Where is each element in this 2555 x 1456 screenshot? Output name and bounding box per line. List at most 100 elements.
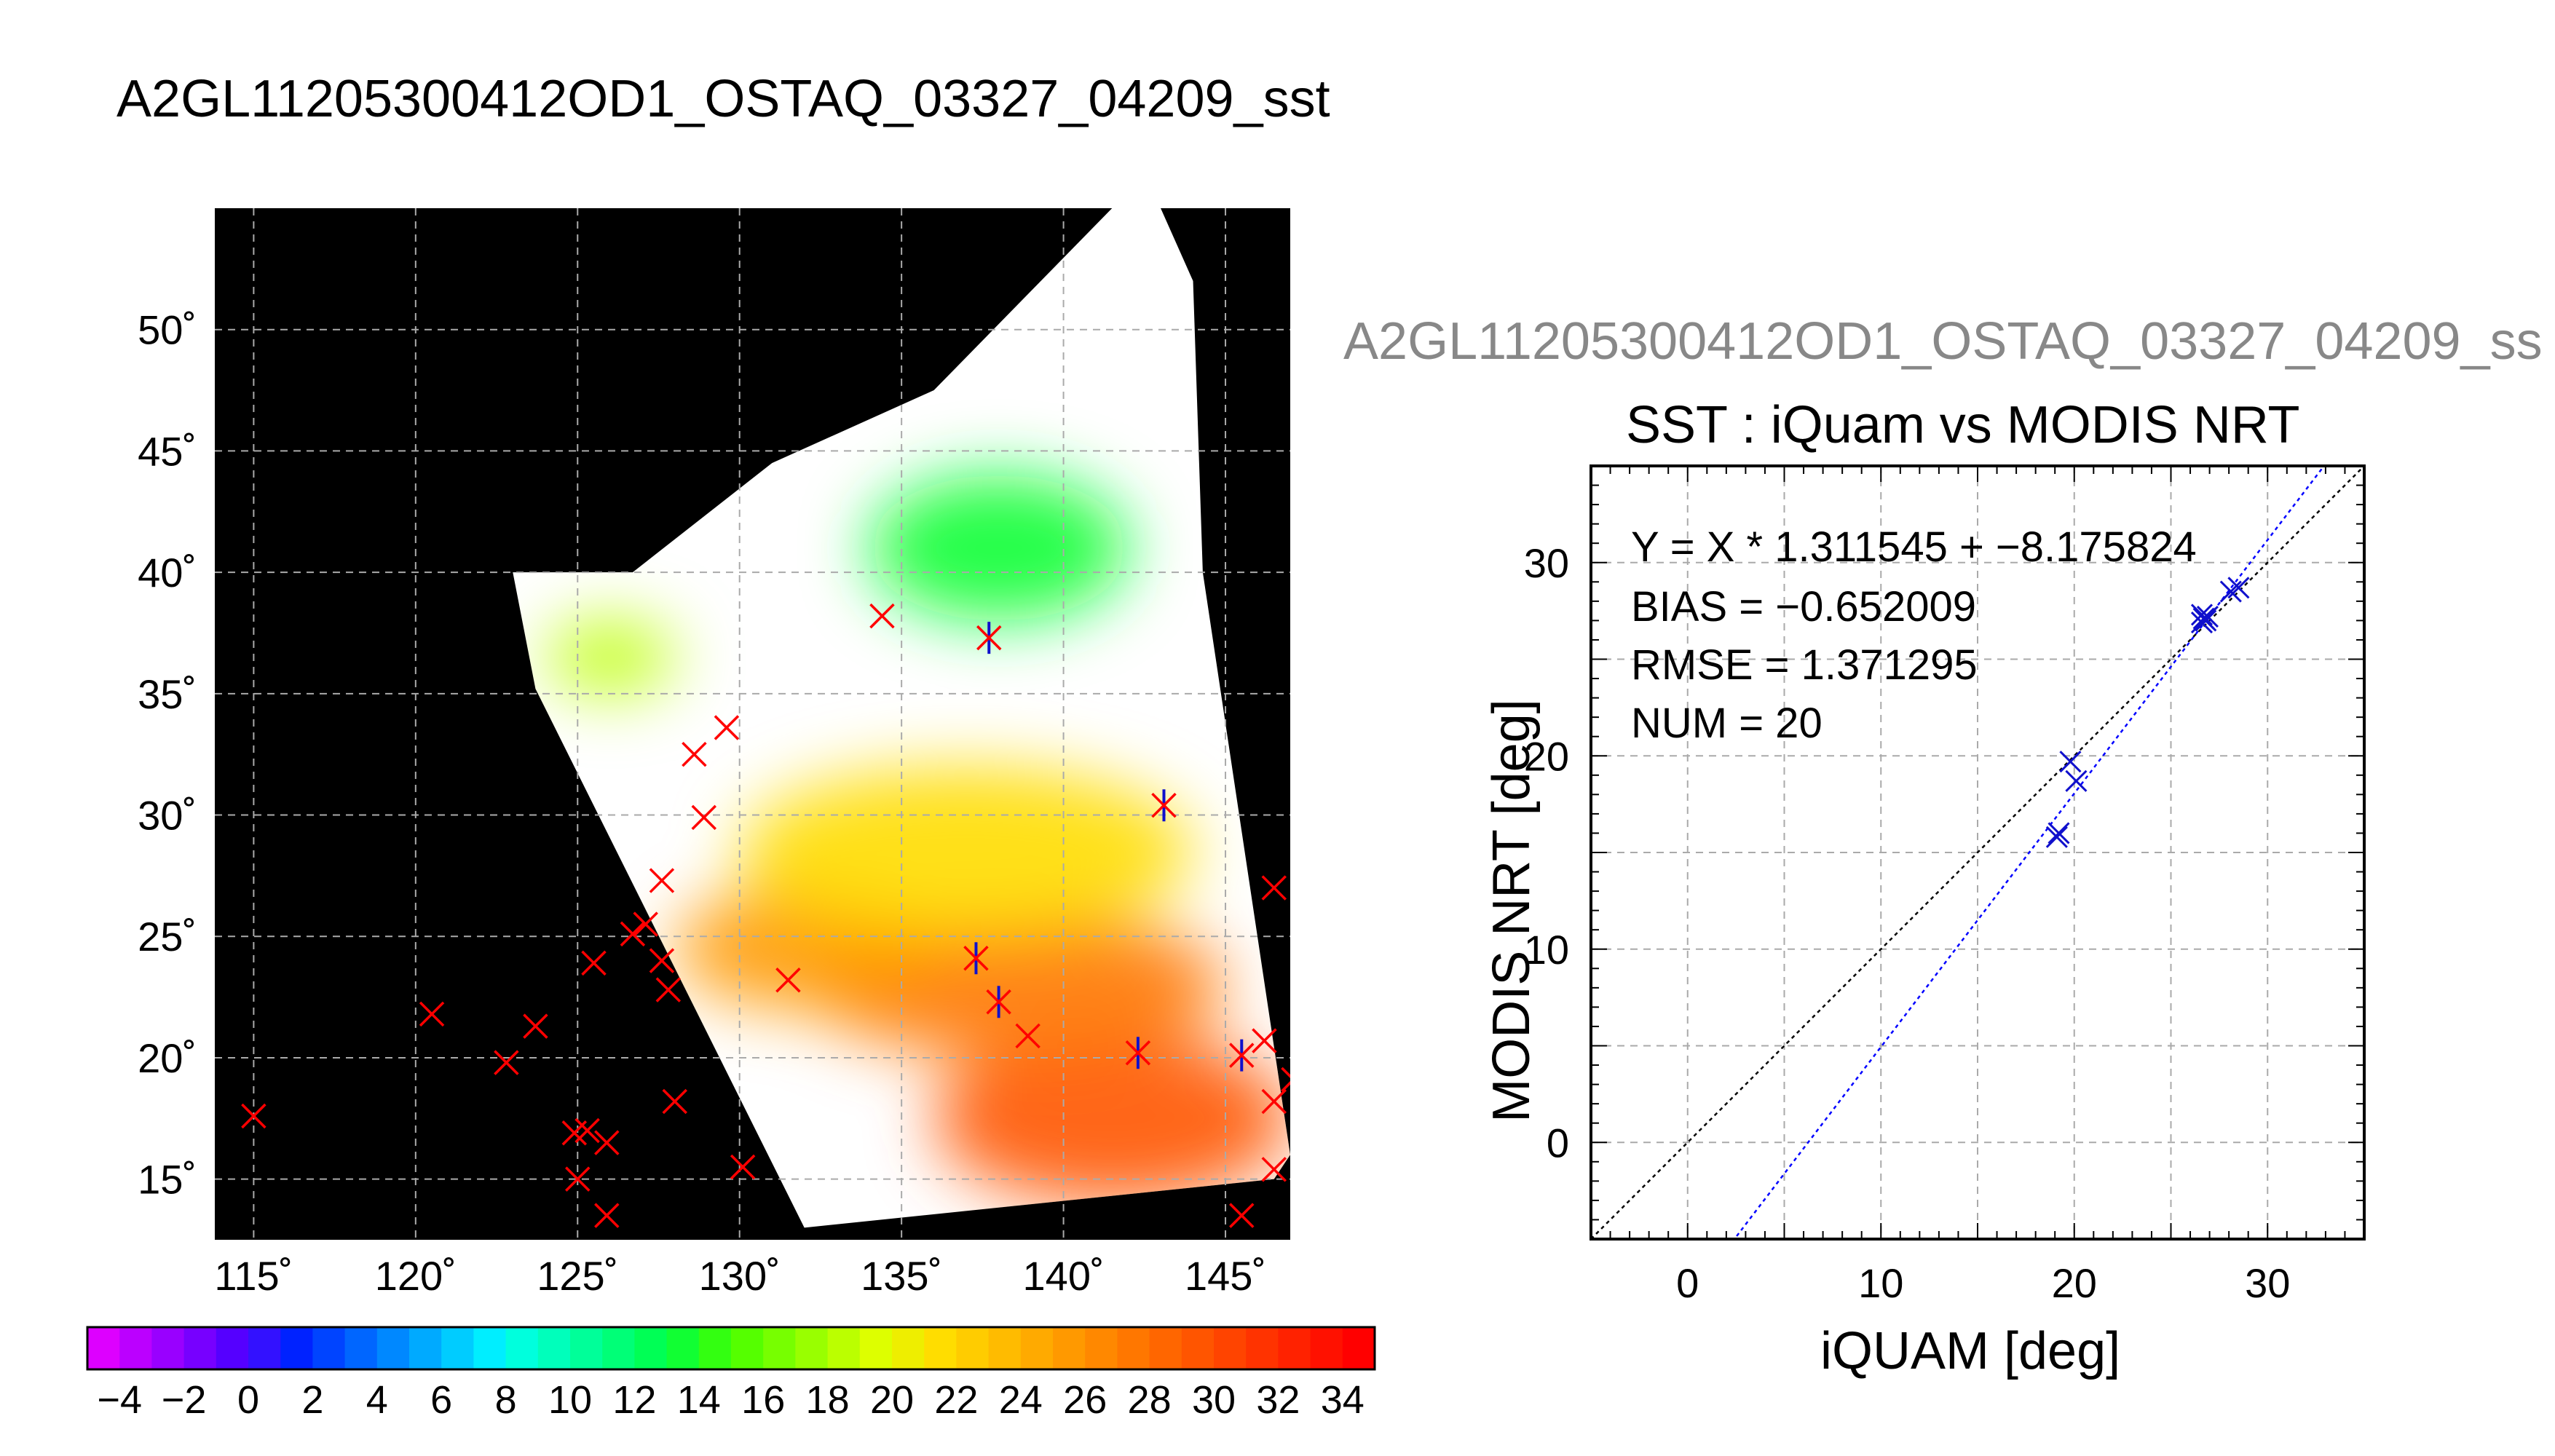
map-x-tick-label: 135˚ bbox=[861, 1253, 942, 1299]
colorbar-cell bbox=[924, 1327, 957, 1369]
iquam-marker bbox=[620, 921, 646, 947]
map-x-tick-label: 125˚ bbox=[537, 1253, 618, 1299]
colorbar-tick-label: 16 bbox=[741, 1378, 785, 1422]
colorbar-tick-label: 2 bbox=[301, 1378, 323, 1422]
iquam-marker bbox=[1015, 1023, 1040, 1049]
map-y-tick-label: 30˚ bbox=[138, 793, 197, 839]
matchup-marker bbox=[1125, 1040, 1151, 1066]
map-x-tick-label: 130˚ bbox=[699, 1253, 781, 1299]
scatter-point bbox=[2045, 826, 2068, 848]
scatter-axes: 0 10 20 30 0 10 20 30 bbox=[1524, 464, 2366, 1306]
colorbar-tick-label: 14 bbox=[677, 1378, 721, 1422]
colorbar-cell bbox=[1085, 1327, 1118, 1369]
iquam-marker bbox=[649, 868, 675, 893]
iquam-marker bbox=[494, 1050, 519, 1075]
iquam-marker bbox=[730, 1154, 756, 1180]
colorbar-cell bbox=[1278, 1327, 1311, 1369]
matchup-marker bbox=[976, 625, 1002, 651]
iquam-marker bbox=[1261, 875, 1287, 901]
iquam-marker bbox=[1281, 1067, 1290, 1078]
colorbar-cell bbox=[537, 1327, 571, 1369]
colorbar-cell bbox=[1246, 1327, 1279, 1369]
iquam-marker bbox=[775, 968, 801, 993]
colorbar-cell bbox=[666, 1327, 700, 1369]
scatter-ylabel: MODIS NRT [deg] bbox=[1482, 699, 1541, 1123]
colorbar-cell bbox=[473, 1327, 507, 1369]
iquam-marker bbox=[655, 977, 682, 1002]
scatter-subtitle: A2GL11205300412OD1_OSTAQ_03327_04209_ss bbox=[1343, 312, 2543, 371]
map-y-tick-label: 40˚ bbox=[138, 550, 197, 596]
colorbar-cell bbox=[376, 1327, 410, 1369]
map-y-tick-label: 35˚ bbox=[138, 671, 197, 717]
iquam-marker bbox=[574, 1117, 600, 1144]
colorbar-cell bbox=[859, 1327, 893, 1369]
colorbar-cell bbox=[216, 1327, 249, 1369]
scatter-x-tick-label: 30 bbox=[2245, 1260, 2290, 1306]
colorbar-tick-label: 8 bbox=[495, 1378, 517, 1422]
scatter-point bbox=[2059, 751, 2082, 773]
colorbar-tick-label: 6 bbox=[430, 1378, 452, 1422]
colorbar-frame bbox=[86, 1326, 1376, 1371]
iquam-marker bbox=[523, 1013, 548, 1039]
iquam-marker bbox=[1281, 1080, 1290, 1093]
scatter-y-tick-label: 0 bbox=[1547, 1120, 1569, 1166]
colorbar-cell bbox=[1020, 1327, 1054, 1369]
iquam-marker bbox=[594, 1203, 620, 1228]
colorbar-tick-label: 12 bbox=[612, 1378, 656, 1422]
sst-region bbox=[545, 620, 675, 694]
matchup-marker bbox=[986, 989, 1011, 1015]
scatter-point bbox=[2196, 606, 2219, 628]
colorbar-cell bbox=[795, 1327, 829, 1369]
iquam-marker bbox=[594, 1130, 620, 1155]
colorbar-cell bbox=[1053, 1327, 1086, 1369]
colorbar-cell bbox=[827, 1327, 861, 1369]
scatter-title: SST : iQuam vs MODIS NRT bbox=[1626, 396, 2300, 454]
map-y-tick-label: 20˚ bbox=[138, 1035, 197, 1081]
map-y-tick-label: 45˚ bbox=[138, 428, 197, 474]
scatter-x-tick-label: 20 bbox=[2052, 1260, 2097, 1306]
bias-stat: BIAS = −0.652009 bbox=[1631, 583, 1977, 630]
colorbar-cell bbox=[634, 1327, 668, 1369]
colorbar-cell bbox=[312, 1327, 346, 1369]
scatter-point bbox=[2227, 577, 2250, 599]
colorbar-cell bbox=[119, 1327, 152, 1369]
colorbar-tick-label: −2 bbox=[162, 1378, 207, 1422]
map-x-tick-label: 120˚ bbox=[375, 1253, 457, 1299]
iquam-marker bbox=[581, 950, 607, 976]
map-axes: 115˚ 120˚ 125˚ 130˚ 135˚ 140˚ 145˚ 50˚ 45˚ 40˚ 35˚… bbox=[138, 307, 1266, 1299]
map-x-tick-label: 115˚ bbox=[214, 1253, 293, 1299]
scatter-x-tick-label: 0 bbox=[1676, 1260, 1699, 1306]
colorbar-cell bbox=[409, 1327, 442, 1369]
colorbar-tick-label: 32 bbox=[1256, 1378, 1300, 1422]
colorbar-tick-label: 10 bbox=[548, 1378, 592, 1422]
colorbar-cell bbox=[731, 1327, 764, 1369]
iquam-marker bbox=[241, 1103, 266, 1129]
map-markers bbox=[241, 603, 1290, 1228]
main-title: A2GL11205300412OD1_OSTAQ_03327_04209_sst bbox=[117, 70, 1330, 128]
colorbar-tick-label: 26 bbox=[1063, 1378, 1107, 1422]
iquam-marker bbox=[1261, 1088, 1287, 1115]
colorbar-cell bbox=[988, 1327, 1022, 1369]
iquam-marker bbox=[714, 715, 740, 740]
colorbar-cell bbox=[763, 1327, 796, 1369]
colorbar-cell bbox=[87, 1327, 120, 1369]
scatter-x-tick-label: 10 bbox=[1858, 1260, 1903, 1306]
scatter-y-tick-label: 30 bbox=[1524, 540, 1569, 586]
matchup-marker bbox=[1151, 792, 1177, 818]
num-stat: NUM = 20 bbox=[1631, 700, 1823, 747]
map-y-tick-label: 50˚ bbox=[138, 307, 197, 353]
colorbar-tick-label: 0 bbox=[237, 1378, 259, 1422]
iquam-marker bbox=[649, 948, 675, 973]
scatter-point bbox=[2047, 822, 2070, 844]
colorbar-cell bbox=[151, 1327, 185, 1369]
colorbar-tick-label: 20 bbox=[870, 1378, 914, 1422]
colorbar-tick-label: 22 bbox=[934, 1378, 978, 1422]
colorbar-cell bbox=[280, 1327, 313, 1369]
iquam-marker bbox=[869, 603, 895, 629]
regression-equation: Y = X * 1.311545 + −8.175824 bbox=[1631, 523, 2197, 571]
map-x-tick-label: 140˚ bbox=[1023, 1253, 1105, 1299]
iquam-marker bbox=[565, 1166, 591, 1192]
colorbar-cell bbox=[505, 1327, 539, 1369]
colorbar-cell bbox=[1214, 1327, 1247, 1369]
map-y-tick-label: 25˚ bbox=[138, 914, 197, 960]
